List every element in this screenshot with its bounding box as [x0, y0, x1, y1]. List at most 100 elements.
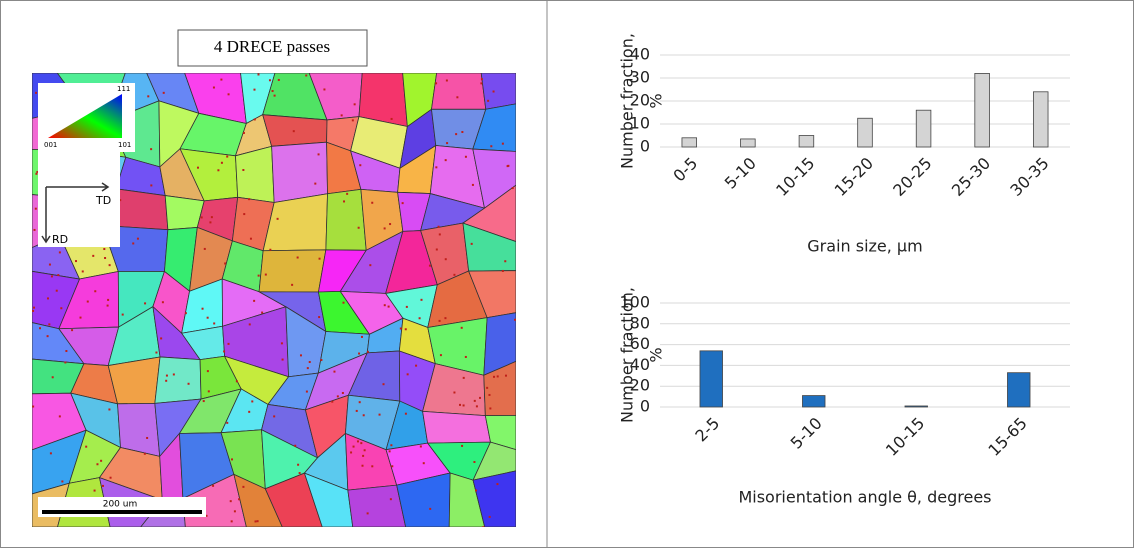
boundary-speck — [507, 165, 509, 167]
boundary-speck — [358, 227, 360, 229]
boundary-speck — [415, 365, 417, 367]
boundary-speck — [361, 336, 363, 338]
boundary-speck — [230, 500, 232, 502]
boundary-speck — [294, 445, 296, 447]
boundary-speck — [493, 91, 495, 93]
boundary-speck — [445, 258, 447, 260]
boundary-speck — [419, 317, 421, 319]
boundary-speck — [204, 248, 206, 250]
boundary-speck — [420, 445, 422, 447]
boundary-speck — [383, 383, 385, 385]
boundary-speck — [384, 304, 386, 306]
boundary-speck — [261, 312, 263, 314]
boundary-speck — [436, 248, 438, 250]
boundary-speck — [369, 264, 371, 266]
boundary-speck — [323, 88, 325, 90]
boundary-speck — [47, 297, 49, 299]
boundary-speck — [300, 354, 302, 356]
boundary-speck — [65, 350, 67, 352]
boundary-speck — [461, 131, 463, 133]
boundary-speck — [257, 520, 259, 522]
y-axis-title: % — [647, 93, 666, 108]
boundary-speck — [273, 415, 275, 417]
boundary-speck — [242, 486, 244, 488]
boundary-speck — [472, 184, 474, 186]
boundary-speck — [163, 92, 165, 94]
boundary-speck — [274, 95, 276, 97]
boundary-speck — [52, 376, 54, 378]
boundary-speck — [258, 275, 260, 277]
boundary-speck — [429, 265, 431, 267]
boundary-speck — [453, 391, 455, 393]
boundary-speck — [61, 480, 63, 482]
boundary-speck — [277, 218, 279, 220]
boundary-speck — [109, 264, 111, 266]
boundary-speck — [33, 307, 35, 309]
boundary-speck — [319, 258, 321, 260]
boundary-speck — [505, 375, 507, 377]
boundary-speck — [217, 169, 219, 171]
boundary-speck — [342, 392, 344, 394]
bar — [682, 138, 697, 147]
boundary-speck — [446, 142, 448, 144]
boundary-speck — [363, 414, 365, 416]
boundary-speck — [514, 319, 516, 321]
boundary-speck — [137, 238, 139, 240]
boundary-speck — [358, 353, 360, 355]
bar — [802, 396, 825, 407]
x-axis-title: Misorientation angle θ, degrees — [738, 488, 991, 507]
grain — [155, 357, 201, 403]
boundary-speck — [103, 248, 105, 250]
boundary-speck — [209, 221, 211, 223]
boundary-speck — [85, 446, 87, 448]
boundary-speck — [480, 82, 482, 84]
boundary-speck — [51, 275, 53, 277]
boundary-speck — [465, 156, 467, 158]
boundary-speck — [475, 489, 477, 491]
boundary-speck — [32, 310, 34, 312]
boundary-speck — [456, 96, 458, 98]
boundary-speck — [391, 465, 393, 467]
boundary-speck — [486, 387, 488, 389]
boundary-speck — [461, 327, 463, 329]
boundary-speck — [481, 78, 483, 80]
bar — [1033, 92, 1048, 147]
boundary-speck — [331, 401, 333, 403]
bar — [916, 110, 931, 147]
x-axis-title: Grain size, μm — [807, 237, 922, 256]
boundary-speck — [405, 328, 407, 330]
boundary-speck — [213, 322, 215, 324]
y-tick-label: 0 — [640, 137, 650, 156]
boundary-speck — [306, 391, 308, 393]
boundary-speck — [463, 377, 465, 379]
boundary-speck — [269, 79, 271, 81]
boundary-speck — [420, 299, 422, 301]
boundary-speck — [75, 260, 77, 262]
y-axis-title: % — [647, 347, 666, 362]
boundary-speck — [435, 82, 437, 84]
boundary-speck — [479, 397, 481, 399]
boundary-speck — [446, 79, 448, 81]
bar — [858, 118, 873, 147]
boundary-speck — [487, 100, 489, 102]
boundary-speck — [297, 464, 299, 466]
boundary-speck — [243, 132, 245, 134]
boundary-speck — [476, 405, 478, 407]
boundary-speck — [299, 472, 301, 474]
boundary-speck — [459, 404, 461, 406]
boundary-speck — [255, 520, 257, 522]
grain — [108, 357, 160, 404]
grain — [348, 485, 406, 527]
ipf-label: 111 — [117, 85, 130, 93]
boundary-speck — [39, 327, 41, 329]
boundary-speck — [384, 227, 386, 229]
boundary-speck — [257, 73, 259, 75]
boundary-speck — [32, 406, 34, 408]
boundary-speck — [461, 445, 463, 447]
boundary-speck — [337, 395, 339, 397]
panel-title: 4 DRECE passes — [214, 37, 330, 56]
boundary-speck — [104, 257, 106, 259]
boundary-speck — [221, 162, 223, 164]
boundary-speck — [87, 301, 89, 303]
boundary-speck — [502, 143, 504, 145]
